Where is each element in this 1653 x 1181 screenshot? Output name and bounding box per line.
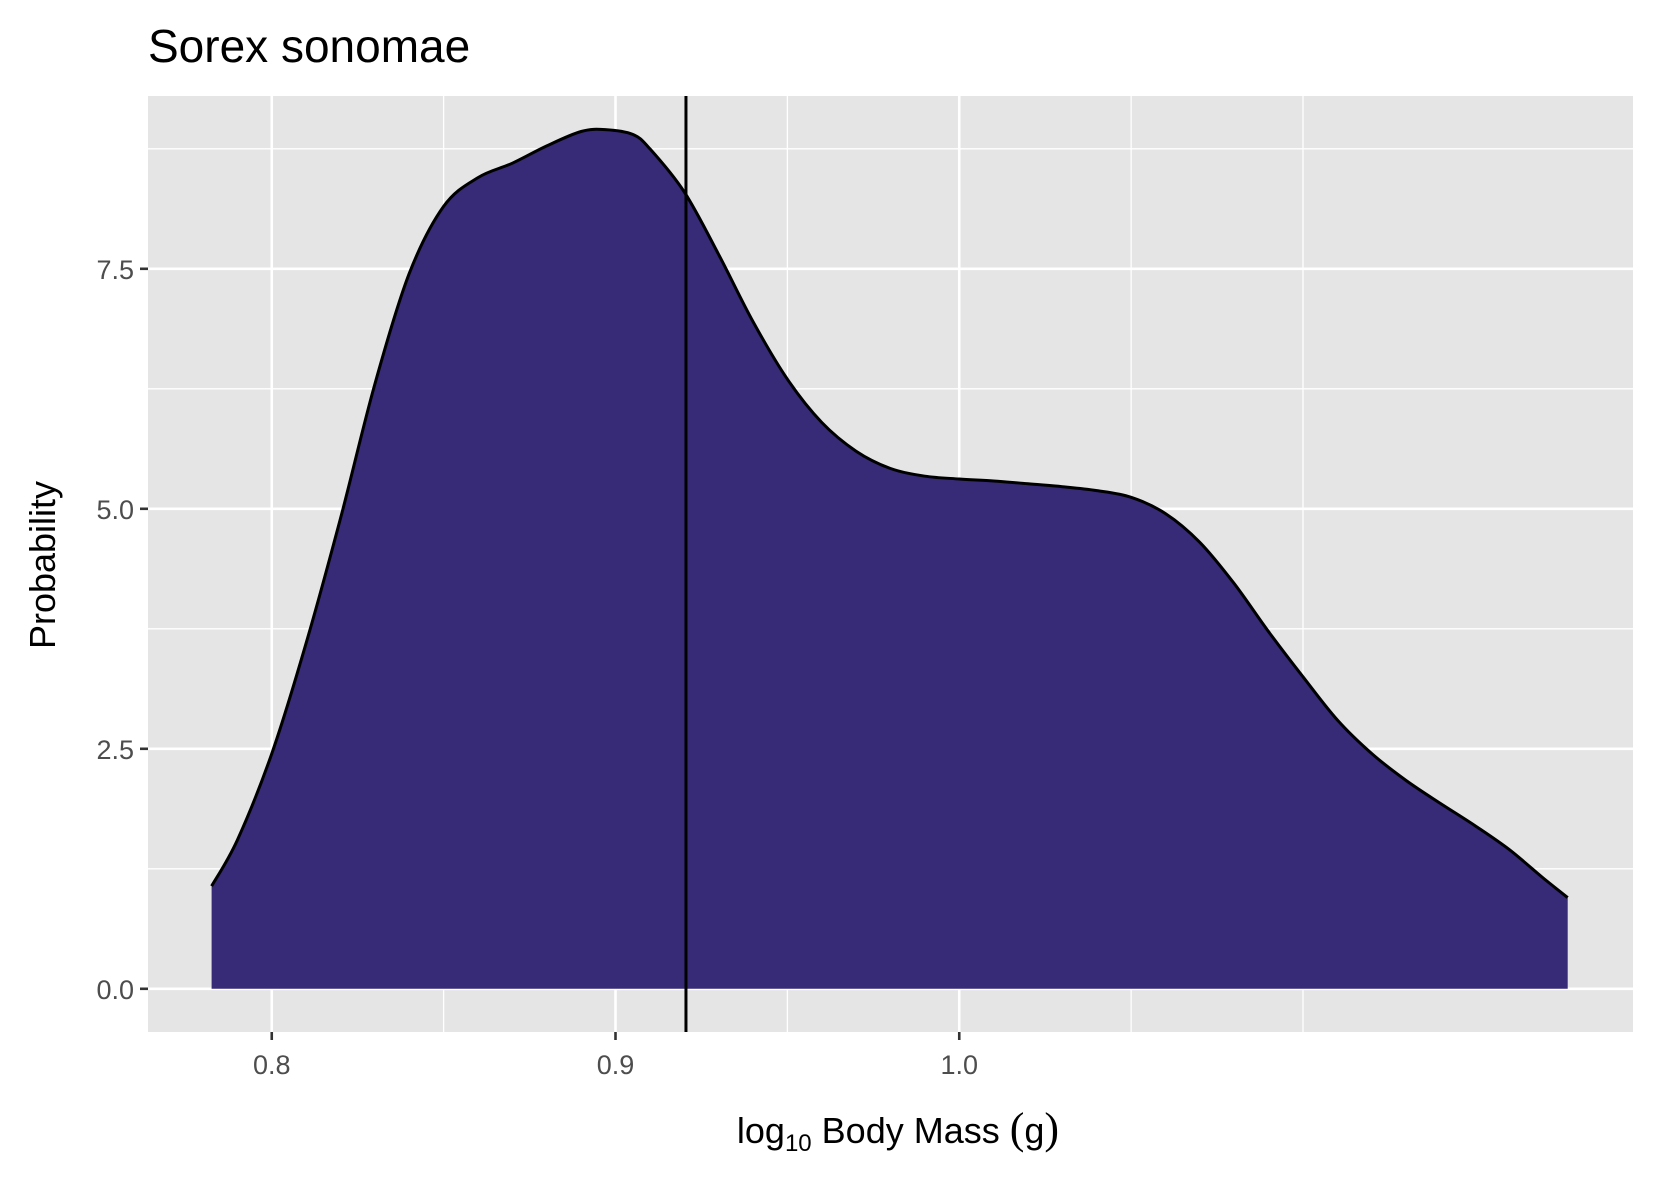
density-area	[211, 129, 1568, 989]
x-tick-label: 0.8	[253, 1050, 291, 1080]
x-axis: 0.8 0.9 1.0	[253, 1032, 978, 1080]
x-axis-label-base: log	[737, 1110, 785, 1151]
x-tick-label: 0.9	[597, 1050, 635, 1080]
x-axis-label-unit: g	[1024, 1110, 1044, 1151]
y-tick-label: 7.5	[96, 255, 134, 285]
y-axis: 0.0 2.5 5.0 7.5	[96, 255, 148, 1005]
chart-title: Sorex sonomae	[148, 20, 470, 72]
x-axis-label-text: Body Mass	[812, 1110, 1010, 1151]
x-axis-label: log10 Body Mass (g)	[737, 1104, 1059, 1157]
density-outline	[210, 127, 1569, 899]
x-axis-label-subscript: 10	[785, 1130, 812, 1157]
x-axis-label-paren-open: (	[1010, 1104, 1025, 1153]
y-tick-label: 5.0	[96, 495, 134, 525]
x-tick-label: 1.0	[940, 1050, 978, 1080]
y-tick-label: 2.5	[96, 735, 134, 765]
y-axis-label: Probability	[22, 481, 63, 649]
x-axis-label-paren-close: )	[1044, 1104, 1059, 1153]
y-tick-label: 0.0	[96, 975, 134, 1005]
